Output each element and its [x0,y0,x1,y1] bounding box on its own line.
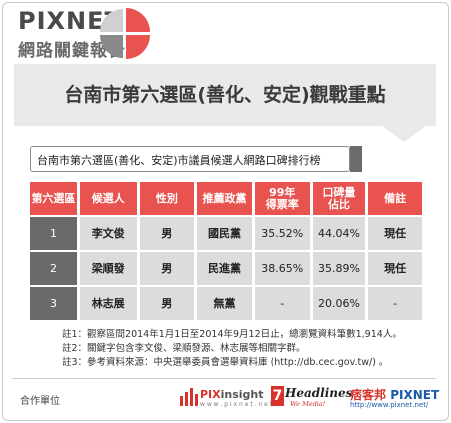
banner-pointer [382,126,426,142]
brand-pie-icon [100,8,150,59]
brand-name-zh: 網路關鍵報告 [18,41,126,61]
row-buzz-share: 44.04% [312,217,366,250]
partner-label: 合作單位 [20,396,60,407]
header-district: 第六選區 [30,182,77,215]
table-row: 3 林志展 男 無黨 - 20.06% - [30,287,423,320]
header-candidate: 候選人 [79,182,137,215]
pixinsight-name-a: PIX [200,388,221,401]
header-remark: 備註 [368,182,423,215]
row-buzz-share: 35.89% [312,252,366,285]
headlines-logo[interactable]: Headlines [285,386,353,400]
header-party: 推薦政黨 [197,182,252,215]
pixinsight-logo-icon [180,388,198,406]
footnote-2: 註2：關鍵字包含李文俊、梁順發源、林志展等相關字群。 [62,343,306,354]
row-candidate: 李文俊 [79,217,137,250]
row-party: 民進黨 [197,252,252,285]
table-subtitle: 台南市第六選區(善化、安定)市議員候選人網路口碑排行榜 [37,154,321,167]
row-remark: 現任 [368,252,423,285]
header-buzz-share-label: 口碑量 佔比 [322,185,356,211]
subtitle-cap [350,146,362,172]
subtitle-bar: 台南市第六選區(善化、安定)市議員候選人網路口碑排行榜 [30,146,350,172]
row-party: 國民黨 [197,217,252,250]
row-party: 無黨 [197,287,252,320]
ranking-table: 第六選區 候選人 性別 推薦政黨 99年 得票率 口碑量 佔比 備註 1 李文俊… [30,182,423,322]
row-vote-rate: 35.52% [254,217,310,250]
headlines-badge-icon: 7 [271,386,284,406]
row-vote-rate: 38.65% [254,252,310,285]
table-row: 2 梁順發 男 民進黨 38.65% 35.89% 現任 [30,252,423,285]
pixinsight-name-b: insight [220,388,264,401]
row-gender: 男 [139,217,195,250]
footnotes: 註1：觀察區間2014年1月1日至2014年9月12日止，總瀏覽資料筆數1,91… [62,328,402,370]
footer-divider [12,378,436,379]
title-banner: 台南市第六選區(善化、安定)觀戰重點 [14,64,436,126]
header-vote-rate-label: 99年 得票率 [265,185,299,211]
pixnet-name-en: PIXNET [390,388,440,402]
header-buzz-share: 口碑量 佔比 [312,182,366,215]
row-candidate: 梁順發 [79,252,137,285]
row-vote-rate: - [254,287,310,320]
pixnet-name-zh: 痞客邦 [350,388,387,402]
header-vote-rate: 99年 得票率 [254,182,310,215]
row-rank: 3 [30,287,77,320]
pixnet-logo[interactable]: 痞客邦 PIXNET [350,386,439,403]
footnote-3: 註3：參考資料來源：中央選舉委員會選舉資料庫 (http://db.cec.go… [62,357,389,368]
pixinsight-url: w w w . p i x n e t . n e t [200,401,273,408]
pixnet-url[interactable]: http://www.pixnet.net/ [350,401,429,409]
table-header-row: 第六選區 候選人 性別 推薦政黨 99年 得票率 口碑量 佔比 備註 [30,182,423,215]
row-gender: 男 [139,252,195,285]
row-candidate: 林志展 [79,287,137,320]
row-rank: 2 [30,252,77,285]
row-rank: 1 [30,217,77,250]
row-buzz-share: 20.06% [312,287,366,320]
pixinsight-logo[interactable]: PIXinsight [200,388,264,401]
table-row: 1 李文俊 男 國民黨 35.52% 44.04% 現任 [30,217,423,250]
headlines-slogan: We Media! [290,400,326,408]
footnote-1: 註1：觀察區間2014年1月1日至2014年9月12日止，總瀏覽資料筆數1,91… [62,329,402,340]
row-remark: - [368,287,423,320]
row-gender: 男 [139,287,195,320]
row-remark: 現任 [368,217,423,250]
header-gender: 性別 [139,182,195,215]
page-title: 台南市第六選區(善化、安定)觀戰重點 [64,84,386,106]
